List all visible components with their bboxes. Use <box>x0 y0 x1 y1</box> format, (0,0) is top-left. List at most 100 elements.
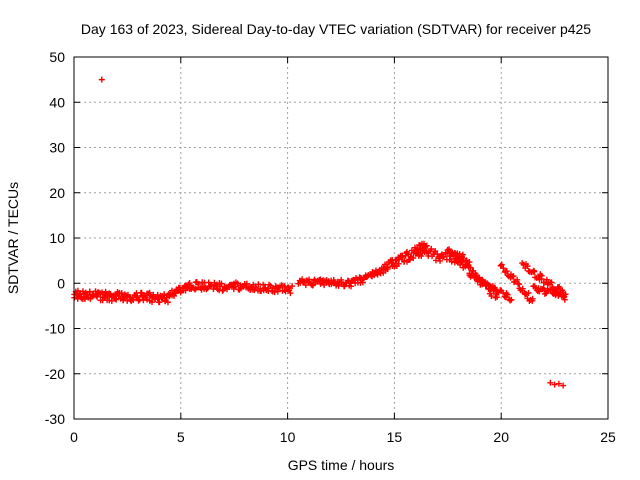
data-point <box>287 290 294 297</box>
data-point <box>548 286 555 293</box>
data-point <box>428 246 435 253</box>
data-point <box>508 296 515 303</box>
data-point <box>359 279 366 286</box>
data-point <box>156 299 163 306</box>
data-point <box>396 256 403 263</box>
data-point <box>98 76 105 83</box>
data-point <box>551 381 558 388</box>
data-point <box>459 251 466 258</box>
data-point <box>498 261 505 268</box>
x-tick-label: 25 <box>600 429 616 445</box>
y-tick-label: -20 <box>45 366 65 382</box>
data-point <box>218 280 225 287</box>
y-tick-label: 10 <box>49 230 65 246</box>
data-point <box>455 255 462 262</box>
data-point <box>113 296 120 303</box>
data-point <box>503 268 510 275</box>
data-point <box>494 294 501 301</box>
data-point <box>561 296 568 303</box>
data-point <box>543 276 550 283</box>
y-tick-label: 0 <box>57 275 65 291</box>
data-point <box>410 254 417 261</box>
data-point <box>547 379 554 386</box>
data-point <box>146 289 153 296</box>
data-point <box>507 297 514 304</box>
data-point <box>414 245 421 252</box>
y-axis-label: SDTVAR / TECUs <box>5 182 21 294</box>
x-tick-label: 20 <box>493 429 509 445</box>
data-point <box>514 276 521 283</box>
data-point <box>335 282 342 289</box>
data-point <box>74 287 81 294</box>
data-point <box>108 297 115 304</box>
data-point <box>548 279 555 286</box>
data-point <box>510 273 517 280</box>
data-point <box>475 274 482 281</box>
x-tick-label: 10 <box>280 429 296 445</box>
data-point <box>348 283 355 290</box>
x-tick-label: 0 <box>70 429 78 445</box>
data-point <box>413 246 420 253</box>
grid-lines <box>74 57 608 419</box>
data-point <box>164 299 171 306</box>
data-point <box>418 253 425 260</box>
data-point <box>148 299 155 306</box>
y-tick-label: -10 <box>45 321 65 337</box>
y-tick-label: 40 <box>49 94 65 110</box>
data-point <box>94 293 101 300</box>
data-point <box>306 276 313 283</box>
x-tick-label: 5 <box>177 429 185 445</box>
data-point <box>531 268 538 275</box>
data-point <box>107 290 114 297</box>
data-points <box>71 76 569 389</box>
data-point <box>459 258 466 265</box>
data-point <box>440 253 447 260</box>
data-point <box>299 276 306 283</box>
data-point <box>469 270 476 277</box>
y-tick-label: 30 <box>49 140 65 156</box>
data-point <box>102 288 109 295</box>
axis-ticks: -30 -20 -10 0 10 20 30 40 50 0 5 10 15 20 25 <box>45 49 616 445</box>
y-tick-label: 50 <box>49 49 65 65</box>
data-point <box>144 296 151 303</box>
x-tick-label: 15 <box>387 429 403 445</box>
data-point <box>555 380 562 387</box>
data-point <box>560 382 567 389</box>
data-point <box>467 264 474 271</box>
data-point <box>274 288 281 295</box>
data-point <box>115 290 122 297</box>
data-point <box>524 263 531 270</box>
data-point <box>120 296 127 303</box>
x-axis-label: GPS time / hours <box>288 457 395 473</box>
data-point <box>268 287 275 294</box>
data-point <box>199 283 206 290</box>
data-point <box>401 257 408 264</box>
data-point <box>195 280 202 287</box>
data-point <box>519 285 526 292</box>
y-tick-label: -30 <box>45 411 65 427</box>
data-point <box>384 264 391 271</box>
data-point <box>529 295 536 302</box>
data-point <box>154 291 161 298</box>
data-point <box>286 287 293 294</box>
data-point <box>86 288 93 295</box>
data-point <box>130 297 137 304</box>
data-point <box>399 254 406 261</box>
data-point <box>191 286 198 293</box>
data-point <box>451 250 458 257</box>
data-point <box>186 280 193 287</box>
data-point <box>488 293 495 300</box>
data-point <box>437 257 444 264</box>
data-point <box>466 259 473 266</box>
data-point <box>310 281 317 288</box>
data-point <box>289 283 296 290</box>
plot-frame <box>73 56 609 420</box>
data-point <box>538 275 545 282</box>
data-point <box>224 286 231 293</box>
data-point <box>118 290 125 297</box>
data-point <box>525 289 532 296</box>
data-point <box>500 265 507 272</box>
y-tick-label: 20 <box>49 185 65 201</box>
data-point <box>504 291 511 298</box>
